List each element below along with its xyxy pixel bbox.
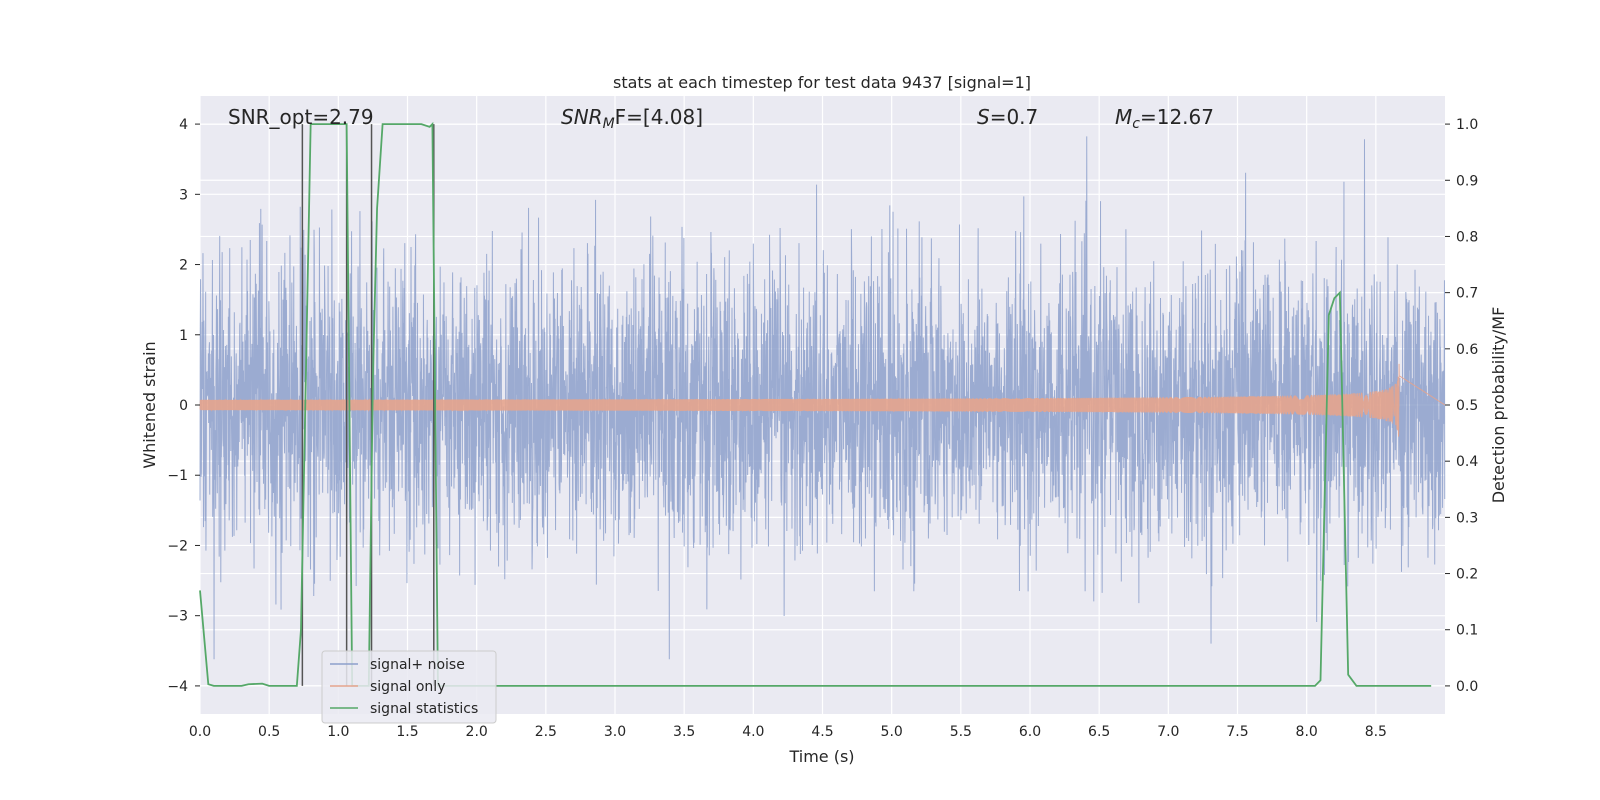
- y-axis-label: Whitened strain: [140, 341, 159, 468]
- annotation-snr-opt: SNR_opt=2.79: [228, 105, 374, 129]
- y-tick-label-0: −4: [167, 679, 188, 695]
- y2-tick-label-7: 0.7: [1456, 286, 1478, 302]
- x-tick-label-14: 7.0: [1157, 724, 1179, 740]
- annotation-snr-mf: SNRMF=[4.08]: [561, 105, 703, 132]
- series-signal-statistics: [199, 121, 1432, 687]
- x-tick-label-9: 4.5: [811, 724, 833, 740]
- snr-mf-main: SNR: [561, 105, 603, 129]
- y-axis-ticks: −4 −3 −2 −1 0 1 2 3 4: [167, 117, 200, 695]
- snr-mf-rest: F=[4.08]: [615, 105, 703, 129]
- y2-tick-label-0: 0.0: [1456, 679, 1478, 695]
- y-tick-label-8: 4: [179, 117, 188, 133]
- legend-label-stats: signal statistics: [370, 701, 478, 717]
- x-tick-label-0: 0.0: [189, 724, 211, 740]
- y2-tick-label-9: 0.9: [1456, 173, 1478, 189]
- x-axis-ticks: 0.0 0.5 1.0 1.5 2.0 2.5 3.0 3.5 4.0 4.5 5.0 5.5 6.0 6…: [189, 724, 1387, 740]
- mc-sub: c: [1132, 116, 1140, 132]
- legend-box: [321, 650, 497, 724]
- x-tick-label-6: 3.0: [604, 724, 626, 740]
- s-italic: S: [977, 105, 990, 129]
- mc-rest: =12.67: [1140, 105, 1214, 129]
- legend-label-noise: signal+ noise: [370, 657, 465, 673]
- x-tick-label-8: 4.0: [742, 724, 764, 740]
- y2-tick-label-8: 0.8: [1456, 229, 1478, 245]
- x-tick-label-11: 5.5: [950, 724, 972, 740]
- legend-label-signal: signal only: [370, 679, 445, 695]
- snr-mf-sub: M: [603, 116, 615, 132]
- y-tick-label-3: −1: [167, 468, 188, 484]
- x-tick-label-17: 8.5: [1365, 724, 1387, 740]
- y2-tick-label-3: 0.3: [1456, 510, 1478, 526]
- stats-line: [199, 121, 1432, 687]
- x-tick-label-7: 3.5: [673, 724, 695, 740]
- x-tick-label-12: 6.0: [1019, 724, 1041, 740]
- y-tick-label-7: 3: [179, 187, 188, 203]
- y2-tick-label-5: 0.5: [1456, 398, 1478, 414]
- legend: signal+ noise signal only signal statist…: [321, 650, 497, 724]
- x-tick-label-4: 2.0: [466, 724, 488, 740]
- x-tick-label-16: 8.0: [1296, 724, 1318, 740]
- x-tick-label-15: 7.5: [1226, 724, 1248, 740]
- y-tick-label-2: −2: [167, 538, 188, 554]
- y-tick-label-5: 1: [179, 328, 188, 344]
- signal-line: [199, 363, 1446, 437]
- x-tick-label-2: 1.0: [327, 724, 349, 740]
- y-tick-label-4: 0: [179, 398, 188, 414]
- y-tick-label-6: 2: [179, 258, 188, 274]
- x-tick-label-1: 0.5: [258, 724, 280, 740]
- x-tick-label-13: 6.5: [1088, 724, 1110, 740]
- x-tick-label-3: 1.5: [396, 724, 418, 740]
- y2-tick-label-6: 0.6: [1456, 342, 1478, 358]
- y2-tick-label-1: 0.1: [1456, 623, 1478, 639]
- s-rest: =0.7: [990, 105, 1039, 129]
- y2-tick-label-2: 0.2: [1456, 567, 1478, 583]
- y-tick-label-1: −3: [167, 609, 188, 625]
- chart-title: stats at each timestep for test data 943…: [613, 73, 1031, 92]
- annotation-mc: Mc=12.67: [1115, 105, 1214, 132]
- y2-tick-label-4: 0.4: [1456, 454, 1478, 470]
- mc-italic: M: [1115, 105, 1132, 129]
- x-tick-label-5: 2.5: [535, 724, 557, 740]
- x-tick-label-10: 5.0: [881, 724, 903, 740]
- x-axis-label: Time (s): [788, 747, 854, 766]
- y2-axis-ticks: 0.0 0.1 0.2 0.3 0.4 0.5 0.6 0.7 0.8 0.9 1.0: [1445, 117, 1478, 695]
- y2-axis-label: Detection probability/MF: [1489, 307, 1508, 504]
- annotation-s: S=0.7: [977, 105, 1038, 129]
- series-signal-only: [199, 363, 1446, 437]
- y2-tick-label-10: 1.0: [1456, 117, 1478, 133]
